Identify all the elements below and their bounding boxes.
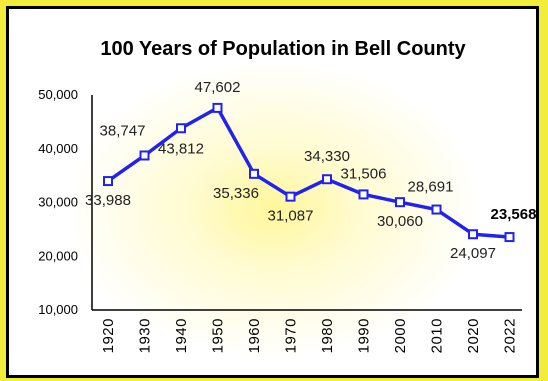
data-label: 35,336 <box>213 185 259 202</box>
data-point-marker <box>285 191 296 202</box>
x-tick-label: 1920 <box>100 318 117 353</box>
data-label: 38,747 <box>100 122 146 139</box>
y-tick-label: 30,000 <box>38 195 78 210</box>
series-line <box>106 106 510 239</box>
x-tick-label: 1940 <box>173 318 190 353</box>
data-point-marker <box>358 189 369 200</box>
data-label: 30,060 <box>377 213 423 230</box>
x-tick-label: 2010 <box>429 318 446 353</box>
data-point-marker <box>212 102 223 113</box>
y-tick-label: 20,000 <box>38 248 78 263</box>
data-point-marker <box>504 232 515 243</box>
data-label: 28,691 <box>408 179 454 196</box>
data-label: 31,506 <box>341 165 387 182</box>
y-tick-label: 40,000 <box>38 141 78 156</box>
data-point-marker <box>468 229 478 240</box>
data-point-marker <box>395 197 405 208</box>
data-point-marker <box>431 204 442 215</box>
x-tick-labels: 1920 1930 1940 1950 1960 1970 1980 1990 2000 2010… <box>100 318 519 353</box>
x-tick-label: 1950 <box>210 318 227 353</box>
data-point-marker <box>103 176 113 187</box>
data-point-marker <box>139 150 150 161</box>
x-tick-label: 1970 <box>283 318 300 353</box>
data-label: 23,568 <box>491 206 537 223</box>
x-tick-label: 2022 <box>502 318 519 353</box>
data-point-marker <box>176 123 186 134</box>
data-label: 31,087 <box>268 208 314 225</box>
data-label: 34,330 <box>304 148 350 165</box>
x-tick-label: 1980 <box>319 318 336 353</box>
x-tick-label: 1990 <box>356 318 373 353</box>
data-labels: 33,988 38,747 43,812 47,602 35,336 31,087 34,3… <box>85 79 536 262</box>
data-label: 33,988 <box>85 192 131 209</box>
data-point-marker <box>249 168 259 179</box>
chart-frame <box>6 6 539 378</box>
y-tick-labels: 10,000 20,000 30,000 40,000 50,000 <box>38 87 78 317</box>
chart-title: 100 Years of Population in Bell County <box>100 38 466 60</box>
x-tick-label: 2020 <box>465 318 482 353</box>
y-tick-label: 10,000 <box>38 302 78 317</box>
x-tick-label: 1930 <box>137 318 154 353</box>
data-point-marker <box>322 174 332 185</box>
data-label: 24,097 <box>450 245 496 262</box>
x-tick-label: 2000 <box>392 318 409 353</box>
x-tick-label: 1960 <box>246 318 263 353</box>
y-tick-label: 50,000 <box>38 87 78 102</box>
data-label: 47,602 <box>195 79 241 96</box>
data-label: 43,812 <box>158 140 204 157</box>
data-markers <box>103 102 515 243</box>
